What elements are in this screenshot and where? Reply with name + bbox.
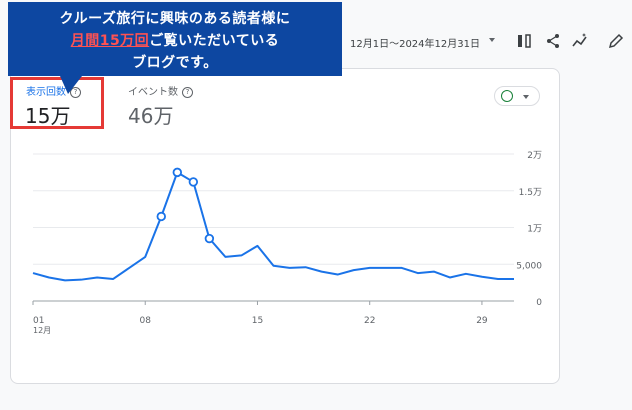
check-circle-icon — [501, 90, 513, 102]
data-point — [204, 233, 215, 244]
share-icon[interactable] — [545, 33, 561, 49]
callout-line-3: ブログです。 — [132, 55, 218, 71]
metric-label-events: イベント数? — [128, 83, 193, 98]
x-tick-label: 22 — [364, 316, 375, 326]
callout-line-1: クルーズ旅行に興味のある読者様に — [59, 11, 291, 27]
y-tick-label: 5,000 — [516, 261, 542, 271]
toolbar: 12月1日～2024年12月31日 — [0, 28, 632, 54]
help-icon[interactable]: ? — [182, 87, 193, 98]
x-tick-label: 08 — [140, 316, 152, 326]
date-range-label[interactable]: 12月1日～2024年12月31日 — [350, 39, 480, 50]
x-tick-sublabel: 12月 — [33, 326, 51, 335]
chevron-down-icon[interactable] — [489, 38, 495, 42]
x-tick-label: 29 — [476, 316, 488, 326]
status-chip[interactable] — [494, 86, 540, 106]
data-point — [172, 167, 182, 178]
edit-pencil-icon[interactable] — [608, 33, 624, 49]
callout-line-2: 月間15万回ご覧いただいている — [8, 30, 342, 50]
y-tick-label: 1万 — [527, 225, 542, 235]
y-tick-label: 2万 — [527, 151, 542, 161]
y-tick-label: 0 — [536, 298, 542, 308]
insights-icon[interactable] — [572, 33, 588, 49]
metric-tab-impressions-highlight[interactable] — [10, 77, 104, 129]
x-tick-label: 01 — [33, 316, 44, 326]
callout-box — [8, 2, 342, 76]
data-point — [188, 177, 199, 187]
series-line — [32, 171, 514, 282]
callout-highlight: 月間15万回 — [70, 33, 150, 49]
data-point — [156, 211, 166, 222]
metric-value-impressions: 15万 — [25, 104, 71, 128]
callout-line-2-rest: ご覧いただいている — [149, 33, 280, 49]
metric-value-events: 46万 — [128, 104, 174, 128]
x-tick-label: 15 — [252, 316, 263, 326]
y-tick-label: 1.5万 — [519, 188, 542, 198]
callout-tail — [60, 76, 82, 94]
compare-columns-icon[interactable] — [516, 33, 532, 49]
chevron-down-icon — [523, 95, 529, 99]
